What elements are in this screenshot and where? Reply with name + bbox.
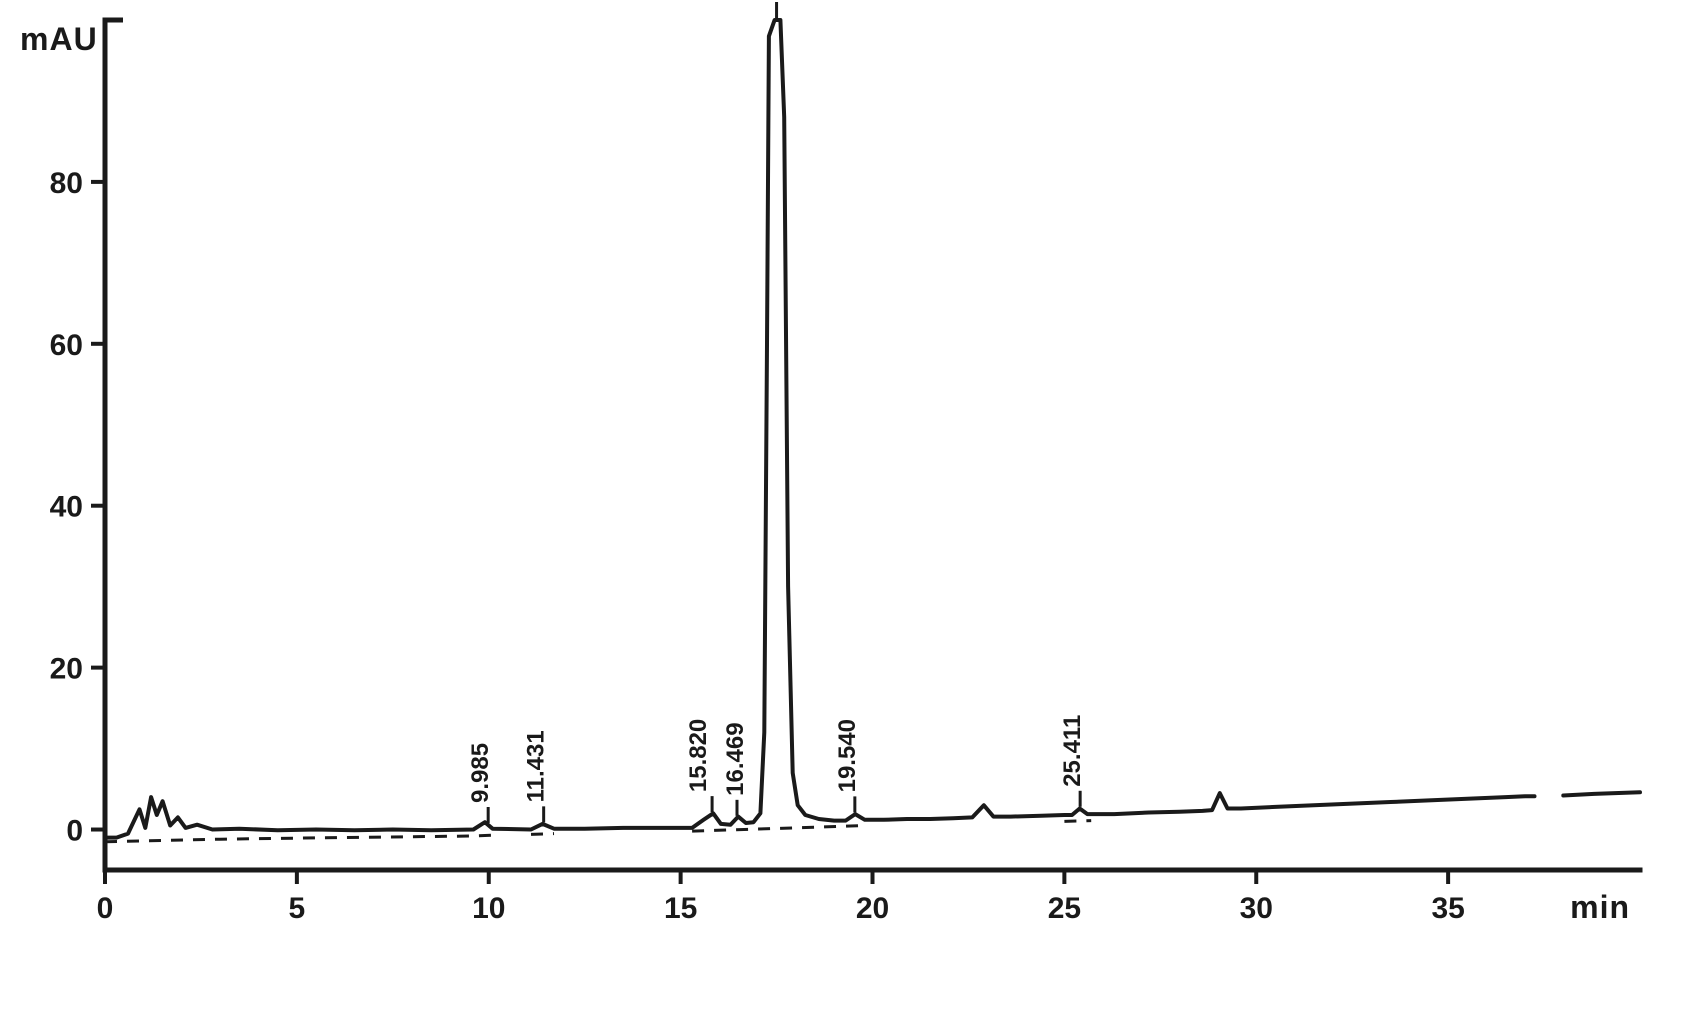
x-tick-label: 10 <box>472 892 505 925</box>
y-tick-label: 0 <box>66 815 83 848</box>
x-axis-label: min <box>1570 889 1630 925</box>
peak-label: 16.469 <box>722 722 749 795</box>
y-tick-label: 20 <box>50 653 83 686</box>
plot-group <box>105 20 1640 842</box>
integration-baseline <box>692 826 865 832</box>
integration-baseline <box>1064 821 1091 822</box>
y-axis-label: mAU <box>20 21 98 57</box>
x-tick-label: 30 <box>1240 892 1273 925</box>
axes-group <box>105 20 1640 870</box>
integration-baseline <box>531 834 554 835</box>
peak-labels-group: 9.98511.43115.82016.46917.50519.54025.41… <box>467 0 1086 823</box>
y-tick-label: 60 <box>50 329 83 362</box>
y-ticks: 0 20 40 60 80 <box>50 167 105 848</box>
y-tick-label: 80 <box>50 167 83 200</box>
x-tick-label: 35 <box>1431 892 1464 925</box>
x-tick-label: 5 <box>289 892 306 925</box>
chart-svg: 0 20 40 60 80 0 5 10 15 20 25 30 35 9.985 11.431 15.8… <box>0 0 1697 1030</box>
peak-label: 19.540 <box>834 719 861 792</box>
y-tick-label: 40 <box>50 491 83 524</box>
x-tick-label: 25 <box>1048 892 1081 925</box>
x-ticks: 0 5 10 15 20 25 30 35 <box>97 870 1465 925</box>
x-tick-label: 20 <box>856 892 889 925</box>
chromatogram-chart: 0 20 40 60 80 0 5 10 15 20 25 30 35 9.985 11.431 15.8… <box>0 0 1697 1030</box>
peak-label: 11.431 <box>523 730 550 802</box>
x-tick-label: 15 <box>664 892 697 925</box>
peak-label: 15.820 <box>685 719 712 792</box>
peak-label: 9.985 <box>467 743 494 803</box>
peak-label: 25.411 <box>1059 715 1086 787</box>
integration-baseline <box>105 835 493 842</box>
x-tick-label: 0 <box>97 892 114 925</box>
chromatogram-trace <box>105 20 1640 838</box>
